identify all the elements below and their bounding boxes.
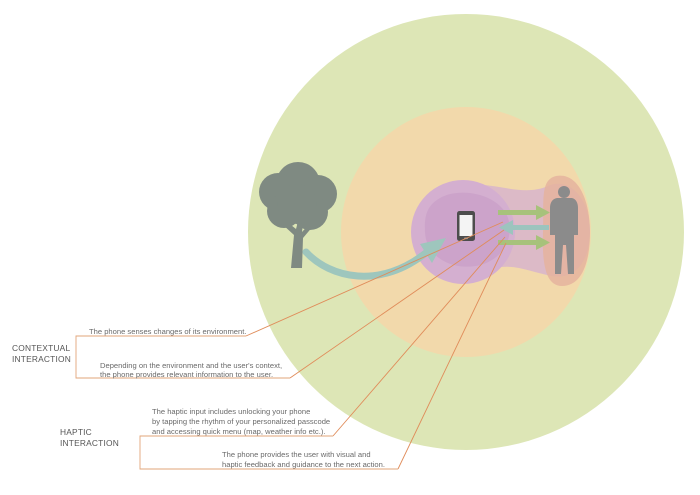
contextual-bracket [75,335,290,379]
leader-line-haptic-input [332,236,506,437]
haptic-label-line2: INTERACTION [60,438,119,448]
arrow-phone-to-user-top [498,205,550,220]
leader-line-sense [245,221,504,337]
leader-line-provide-info [289,229,505,379]
haptic-item-1-line3: and accessing quick menu (map, weather i… [152,427,325,436]
contextual-item-2-line2: the phone provides relevant information … [100,370,273,379]
haptic-label-line1: HAPTIC [60,427,92,437]
leader-line-haptic-feedback [397,242,507,470]
haptic-item-2-line2: haptic feedback and guidance to the next… [222,460,385,469]
tree-icon [259,162,337,268]
haptic-item-1-line1: The haptic input includes unlocking your… [152,407,310,416]
contextual-item-1: The phone senses changes of its environm… [89,327,246,336]
haptic-item-2-line1: The phone provides the user with visual … [222,450,371,459]
arrow-phone-to-user-bottom [498,235,550,250]
contextual-label-line1: CONTEXTUAL [12,343,70,353]
haptic-bracket [139,435,398,470]
smartphone-icon [457,211,475,241]
contextual-item-2-line1: Depending on the environment and the use… [100,361,282,370]
haptic-item-1-line2: by tapping the rhythm of your personaliz… [152,417,330,426]
contextual-label-line2: INTERACTION [12,354,71,364]
person-icon [550,186,578,274]
arrow-user-to-phone [499,220,549,235]
